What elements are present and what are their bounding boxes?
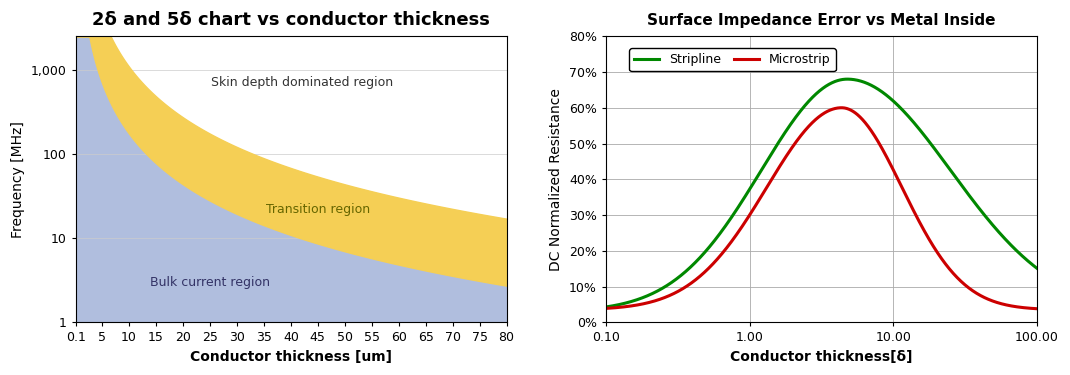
Microstrip <box>896 186 908 190</box>
Text: Bulk current region: Bulk current region <box>150 276 270 289</box>
Microstrip <box>1030 306 1043 311</box>
X-axis label: Conductor thickness[δ]: Conductor thickness[δ] <box>730 350 913 364</box>
Legend: Stripline, Microstrip: Stripline, Microstrip <box>629 48 836 71</box>
Stripline <box>841 77 854 81</box>
Microstrip <box>599 306 612 310</box>
Microstrip <box>835 105 847 110</box>
Stripline <box>936 157 949 162</box>
Microstrip <box>944 268 957 272</box>
Title: 2δ and 5δ chart vs conductor thickness: 2δ and 5δ chart vs conductor thickness <box>92 11 490 29</box>
Microstrip <box>790 140 802 145</box>
Title: Surface Impedance Error vs Metal Inside: Surface Impedance Error vs Metal Inside <box>647 13 996 28</box>
Stripline <box>790 115 802 119</box>
Stripline <box>774 138 786 142</box>
Stripline <box>1030 266 1043 270</box>
X-axis label: Conductor thickness [um]: Conductor thickness [um] <box>190 350 392 364</box>
Stripline <box>643 292 656 297</box>
Text: Skin depth dominated region: Skin depth dominated region <box>211 76 393 89</box>
Microstrip <box>643 300 656 304</box>
Stripline <box>599 305 612 309</box>
Y-axis label: Frequency [MHz]: Frequency [MHz] <box>11 121 25 238</box>
Stripline <box>944 168 957 172</box>
Microstrip <box>774 163 786 168</box>
Y-axis label: DC Normalized Resistance: DC Normalized Resistance <box>549 88 563 271</box>
Line: Stripline: Stripline <box>606 79 1037 307</box>
Microstrip <box>936 258 949 262</box>
Line: Microstrip: Microstrip <box>606 108 1037 309</box>
Text: Transition region: Transition region <box>265 203 370 216</box>
Stripline <box>896 108 908 112</box>
